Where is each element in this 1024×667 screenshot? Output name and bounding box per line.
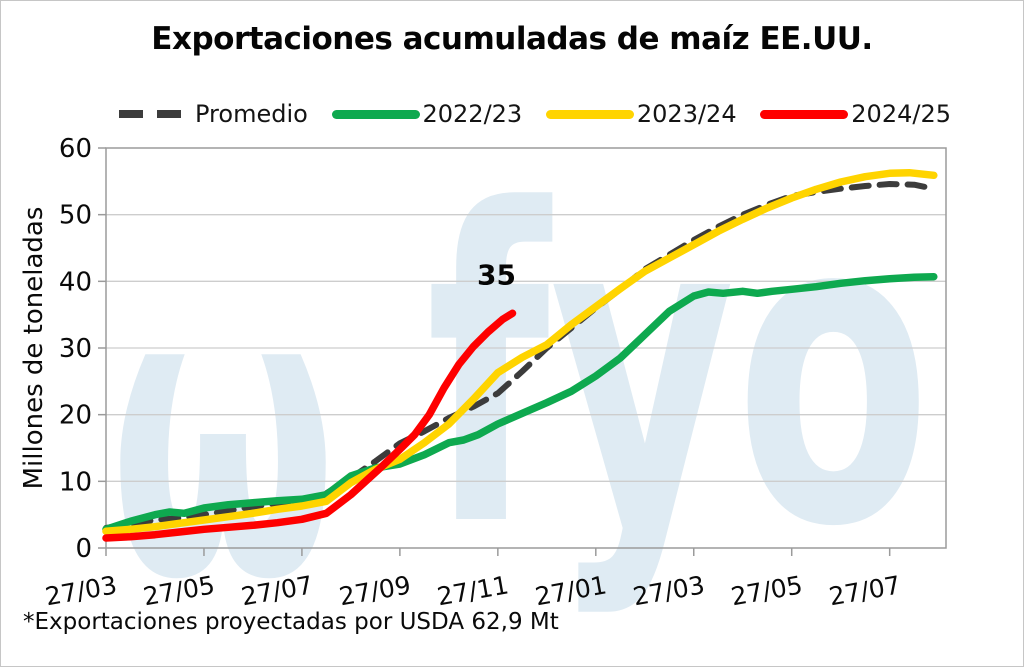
legend-label-promedio: Promedio: [195, 100, 308, 128]
svg-text:27/09: 27/09: [337, 570, 413, 611]
legend-swatch-promedio-dashed-line: [119, 110, 181, 118]
svg-text:fyo: fyo: [426, 121, 931, 621]
legend-label-2022-23: 2022/23: [422, 100, 523, 128]
svg-text:50: 50: [59, 201, 92, 231]
chart-legend: Promedio 2022/23 2023/24 2024/25: [119, 99, 951, 129]
annotation-35: 35: [477, 259, 516, 292]
legend-item-2024-25: 2024/25: [760, 100, 951, 128]
svg-text:60: 60: [59, 134, 92, 164]
legend-swatch-2024-25-red-line: [760, 109, 849, 119]
chart-title: Exportaciones acumuladas de maíz EE.UU.: [151, 21, 873, 57]
legend-item-2023-24: 2023/24: [545, 100, 737, 128]
legend-label-2024-25: 2024/25: [851, 100, 951, 128]
svg-text:0: 0: [75, 534, 92, 564]
legend-item-2022-23: 2022/23: [331, 100, 523, 128]
legend-item-promedio: Promedio: [119, 100, 308, 128]
footnote: *Exportaciones proyectadas por USDA 62,9…: [23, 609, 559, 635]
svg-text:27/03: 27/03: [43, 570, 119, 611]
svg-text:ω: ω: [109, 203, 337, 667]
legend-swatch-2023-24-yellow-line: [545, 109, 634, 119]
legend-swatch-2022-23-green-line: [331, 109, 420, 119]
legend-label-2023-24: 2023/24: [636, 100, 737, 128]
svg-text:30: 30: [59, 334, 92, 364]
svg-text:10: 10: [59, 467, 92, 497]
svg-text:40: 40: [59, 267, 92, 297]
svg-text:20: 20: [59, 401, 92, 431]
